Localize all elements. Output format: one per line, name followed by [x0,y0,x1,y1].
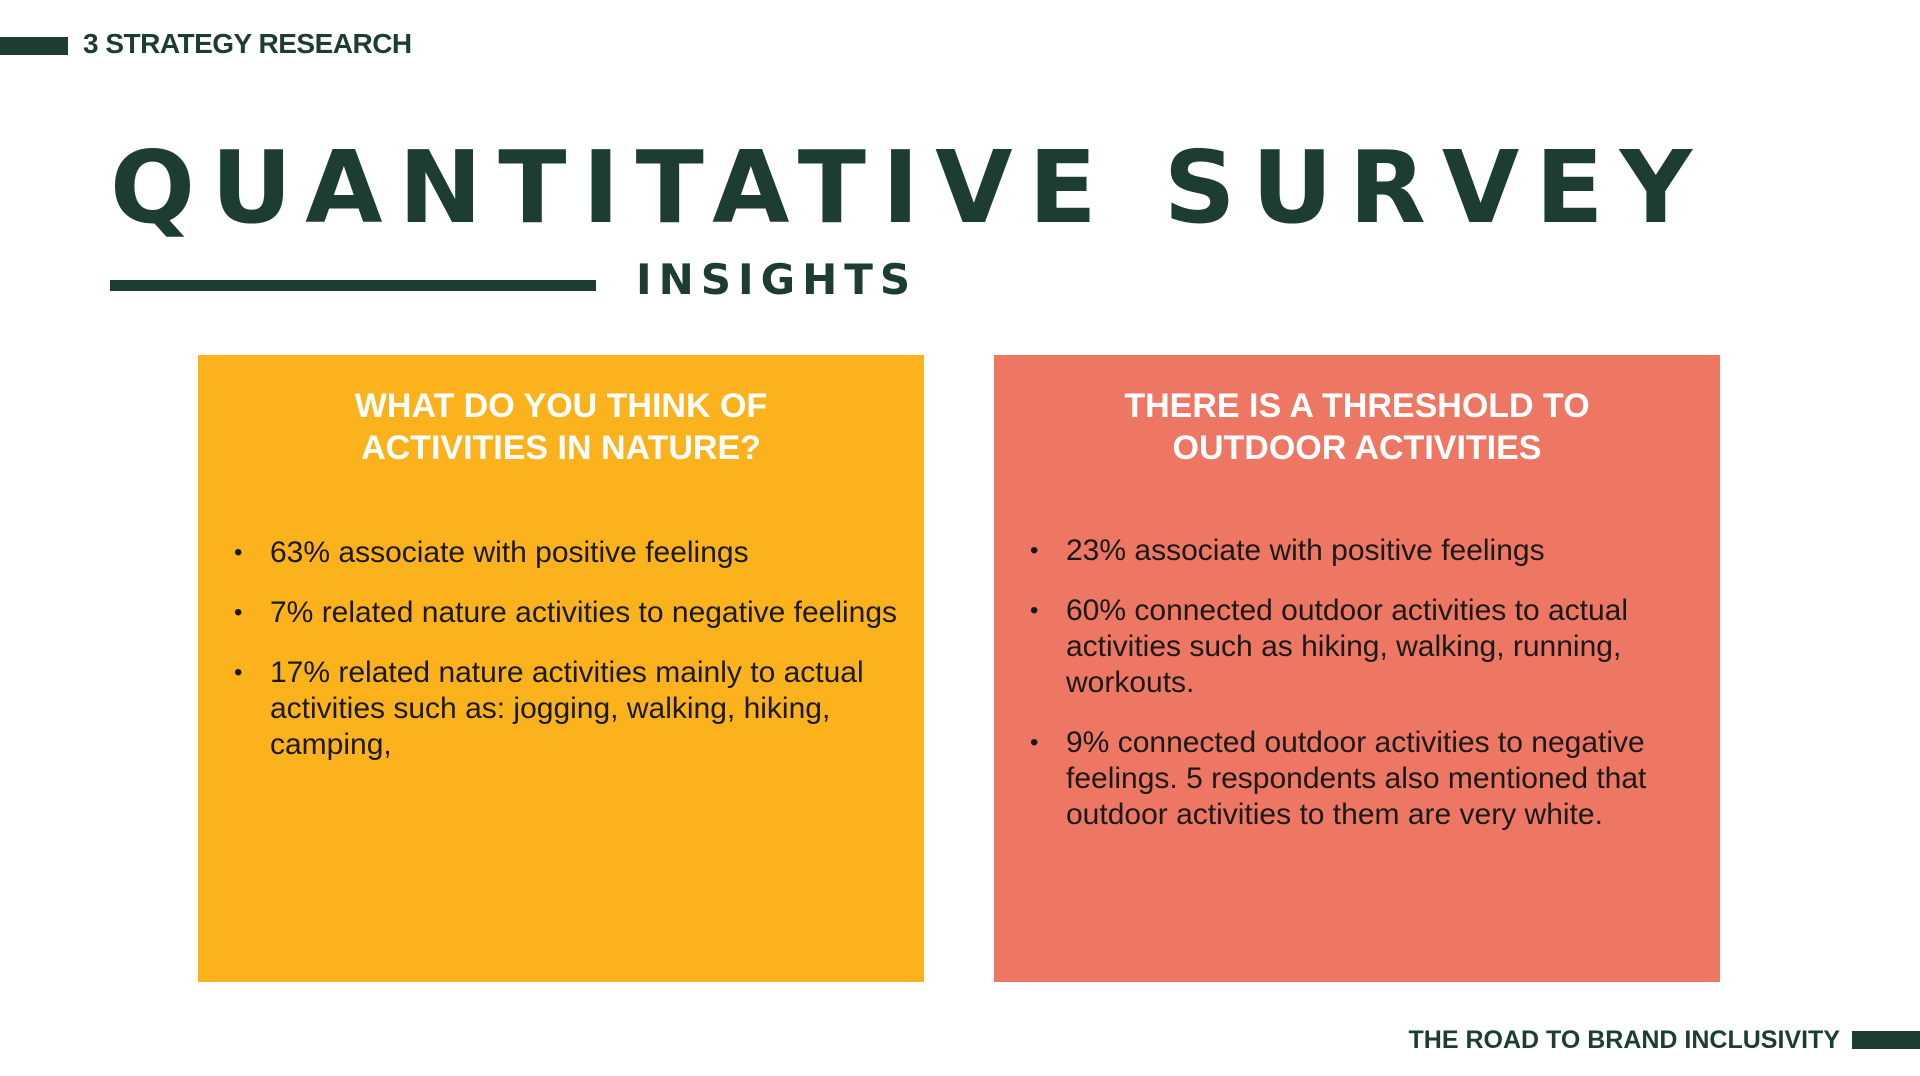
page-subtitle: INSIGHTS [636,255,918,304]
bullet-dot: • [234,539,243,566]
bullet-text: 17% related nature activities mainly to … [270,656,864,761]
bullet-dot: • [234,599,243,626]
bullet-dot: • [1030,729,1039,756]
bullet-text: 7% related nature activities to negative… [270,596,898,629]
bullet-item: • 17% related nature activities mainly t… [234,655,900,763]
bullet-list: • 63% associate with positive feelings •… [234,535,900,787]
card-heading-line: ACTIVITIES IN NATURE? [361,429,761,467]
card-heading-line: WHAT DO YOU THINK OF [354,387,768,425]
insight-card-nature: WHAT DO YOU THINK OF ACTIVITIES IN NATUR… [198,355,924,982]
footer-accent-bar [1852,1031,1920,1049]
card-heading-line: OUTDOOR ACTIVITIES [1172,429,1542,467]
bullet-list: • 23% associate with positive feelings •… [1030,533,1696,857]
bullet-dot: • [1030,537,1039,564]
bullet-text: 23% associate with positive feelings [1066,534,1545,567]
bullet-item: • 23% associate with positive feelings [1030,533,1696,569]
bullet-text: 60% connected outdoor activities to actu… [1066,594,1629,699]
footer-label: THE ROAD TO BRAND INCLUSIVITY [1408,1026,1841,1054]
bullet-item: • 60% connected outdoor activities to ac… [1030,593,1696,701]
title-underline-rule [110,280,596,291]
bullet-text: 9% connected outdoor activities to negat… [1066,726,1647,831]
section-label: 3 STRATEGY RESEARCH [83,28,412,59]
bullet-dot: • [1030,597,1039,624]
bullet-item: • 63% associate with positive feelings [234,535,900,571]
insight-card-threshold: THERE IS A THRESHOLD TO OUTDOOR ACTIVITI… [994,355,1720,982]
header-accent-bar [0,37,68,55]
page-title: QUANTITATIVE SURVEY [110,129,1708,246]
bullet-dot: • [234,659,243,686]
card-heading-line: THERE IS A THRESHOLD TO [1124,387,1590,425]
card-heading: THERE IS A THRESHOLD TO OUTDOOR ACTIVITI… [994,385,1720,469]
bullet-text: 63% associate with positive feelings [270,536,749,569]
bullet-item: • 7% related nature activities to negati… [234,595,900,631]
card-heading: WHAT DO YOU THINK OF ACTIVITIES IN NATUR… [198,385,924,469]
bullet-item: • 9% connected outdoor activities to neg… [1030,725,1696,833]
